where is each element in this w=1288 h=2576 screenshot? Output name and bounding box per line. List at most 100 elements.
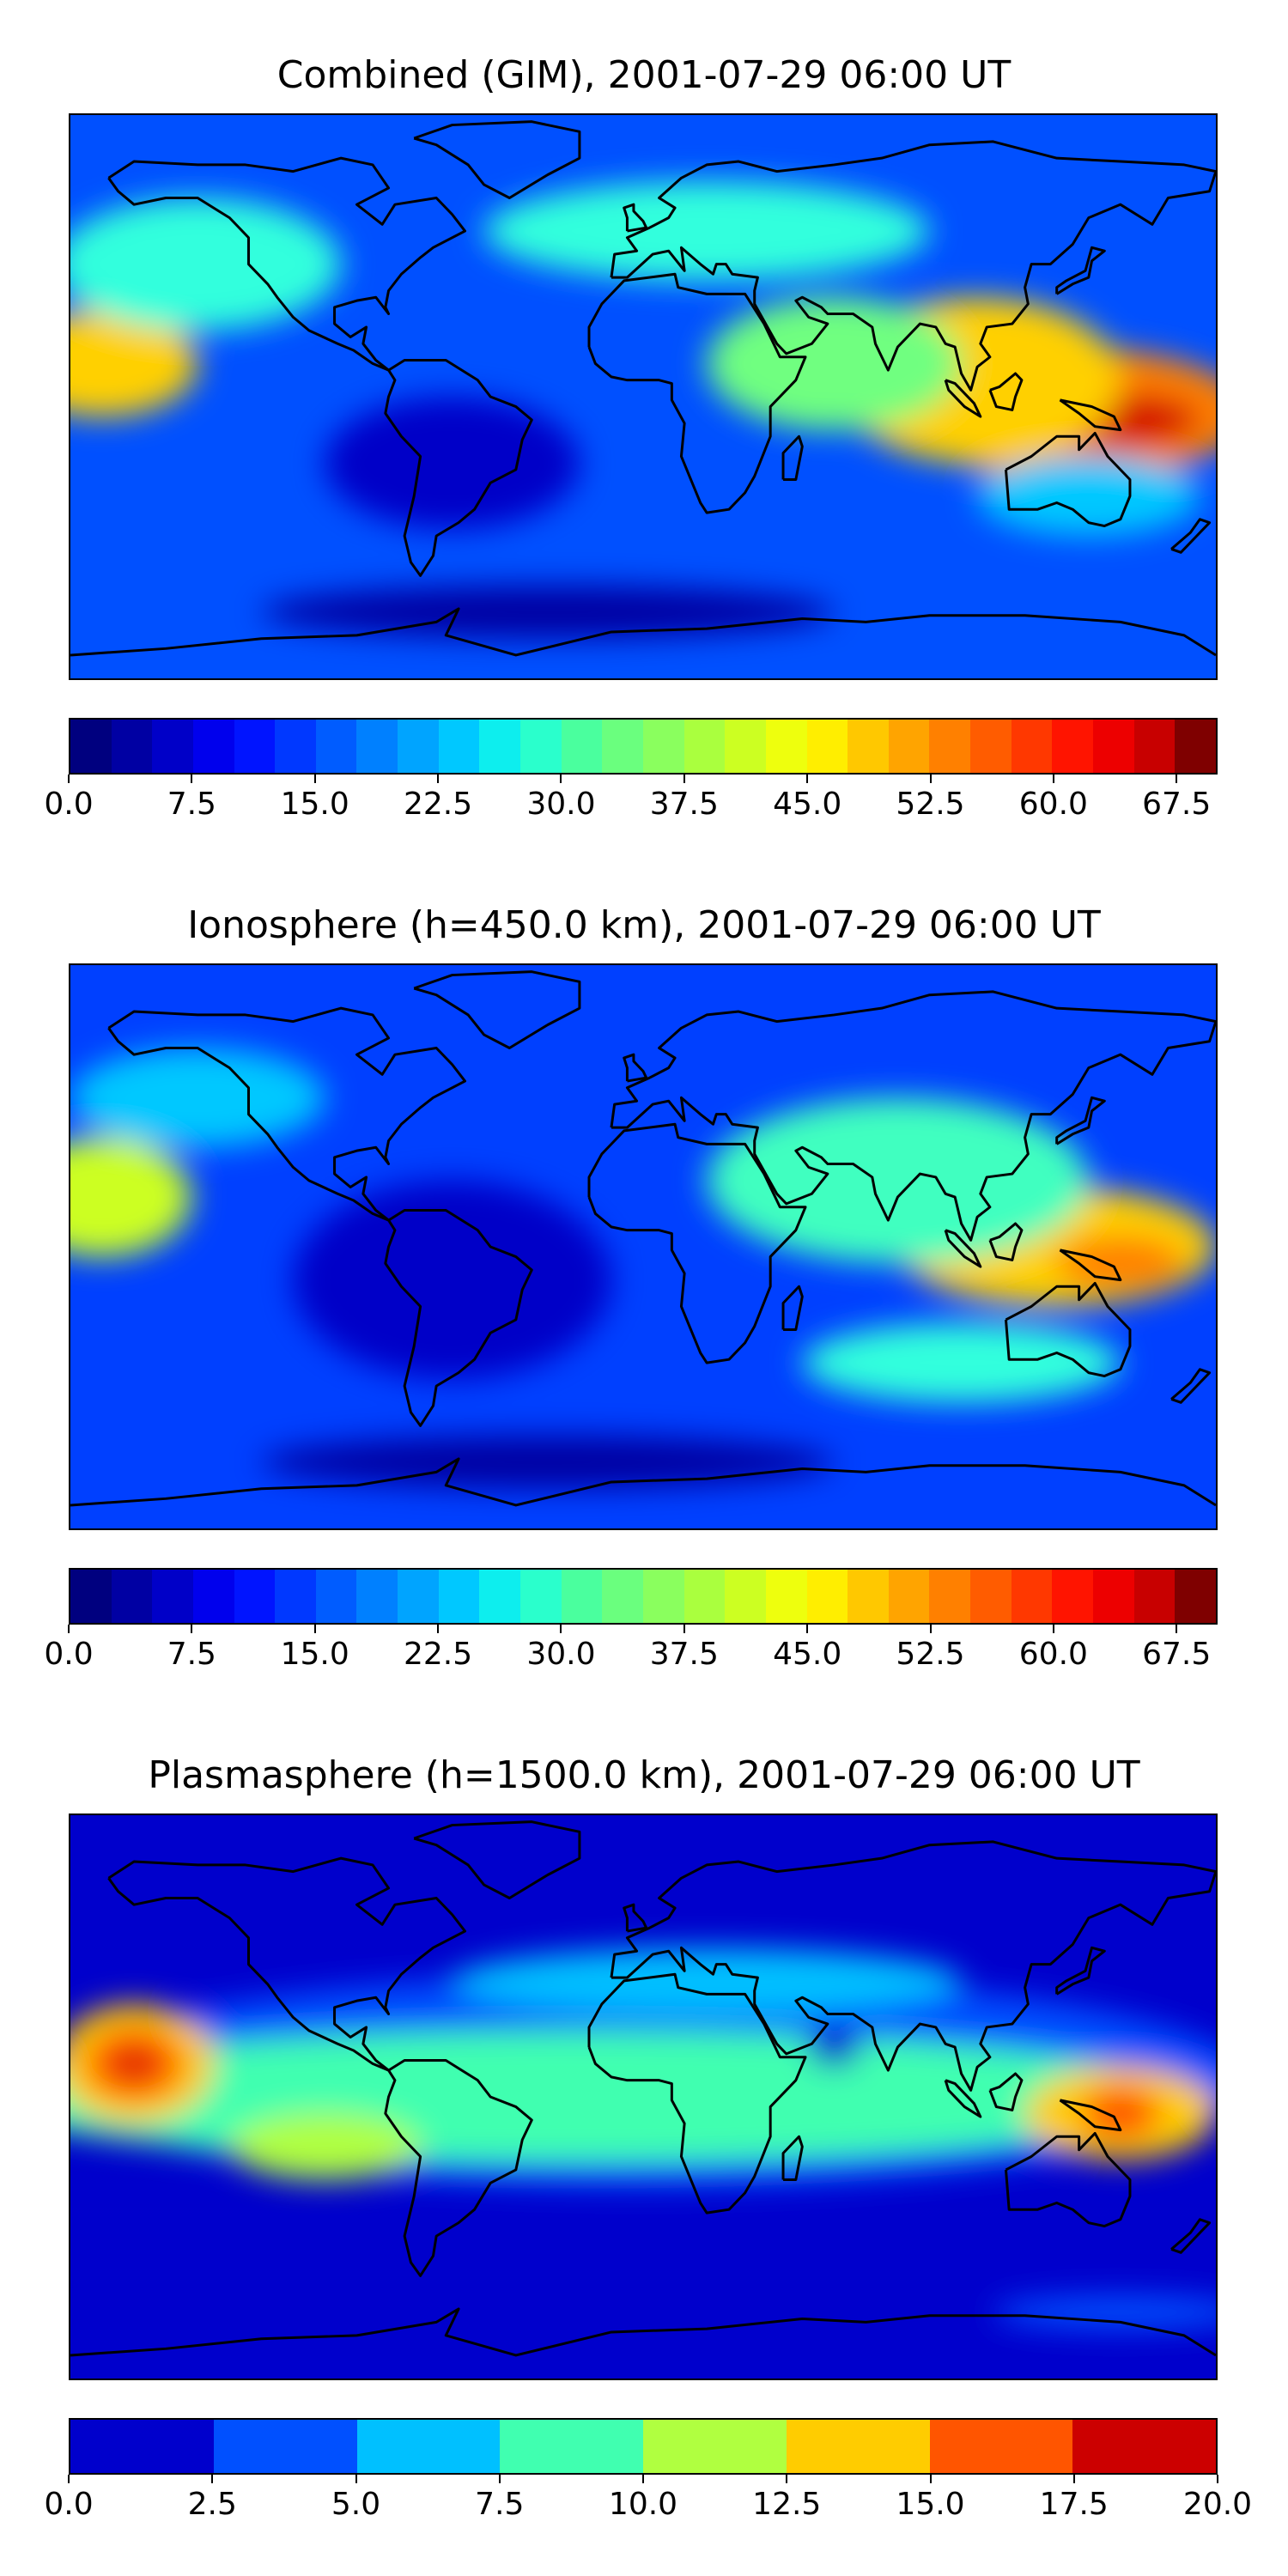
colorbar-segment <box>500 2420 643 2473</box>
colorbar-segment <box>929 1570 971 1623</box>
colorbar-tick-label: 67.5 <box>1142 1637 1212 1672</box>
coastline <box>413 120 581 200</box>
colorbar-tick <box>929 775 932 783</box>
field-region <box>1082 2087 1159 2141</box>
coastline <box>587 1122 807 1364</box>
panel-1-colorbar <box>69 718 1218 775</box>
colorbar-tick-label: 45.0 <box>773 787 842 822</box>
field-region <box>70 1048 325 1148</box>
colorbar-segment <box>70 720 112 773</box>
coastline <box>1059 2099 1122 2132</box>
colorbar-segment <box>970 720 1012 773</box>
coastline <box>623 1903 648 1933</box>
panel-1-colorbar-ticks: 0.0 7.5 15.0 22.5 30.0 37.5 45.0 52.5 60.0 67.5 <box>44 775 1218 826</box>
colorbar-tick <box>355 2475 357 2483</box>
coastline <box>384 1209 533 1427</box>
colorbar-tick <box>313 775 316 783</box>
field-region <box>70 197 341 331</box>
colorbar-tick <box>211 2475 214 2483</box>
colorbar-tick <box>560 775 562 783</box>
coastline <box>107 1006 467 1222</box>
colorbar-segment <box>602 720 643 773</box>
colorbar-segment <box>765 720 807 773</box>
coastline <box>1055 1096 1106 1145</box>
colorbar-segment <box>786 2420 930 2473</box>
field-region <box>707 297 962 430</box>
coastline <box>988 1222 1024 1261</box>
field-region <box>808 2026 860 2068</box>
colorbar-segment <box>152 1570 193 1623</box>
colorbar-segment <box>806 1570 848 1623</box>
field-region <box>802 1322 1121 1403</box>
panel-3-map <box>69 1814 1218 2380</box>
colorbar-tick-label: 7.5 <box>167 787 216 822</box>
coastline <box>1170 2218 1212 2254</box>
colorbar-segment <box>1093 1570 1134 1623</box>
colorbar-tick-label: 7.5 <box>167 1637 216 1672</box>
coastline <box>70 2307 1216 2357</box>
colorbar-tick <box>498 2475 501 2483</box>
coastline <box>781 1285 804 1332</box>
colorbar-segment <box>315 720 357 773</box>
panel-3-map-svg <box>70 1815 1216 2379</box>
colorbar-tick-label: 60.0 <box>1018 1637 1088 1672</box>
colorbar-segment <box>1011 720 1053 773</box>
colorbar-segment <box>765 1570 807 1623</box>
colorbar-tick <box>1217 2475 1218 2483</box>
coastline <box>610 990 1216 1242</box>
coastline <box>610 1840 1216 2092</box>
coastline <box>587 272 807 514</box>
colorbar-segment <box>213 2420 357 2473</box>
coastline <box>781 434 804 482</box>
coastline <box>623 1053 648 1083</box>
colorbar-segment <box>70 1570 112 1623</box>
coastline <box>107 156 467 372</box>
colorbar-tick <box>560 1625 562 1633</box>
colorbar-segment <box>192 1570 234 1623</box>
colorbar-segment <box>642 1570 684 1623</box>
colorbar-segment <box>1175 1570 1216 1623</box>
coastlines <box>70 120 1216 657</box>
colorbar-segment <box>111 720 153 773</box>
coastlines <box>70 970 1216 1507</box>
coastline <box>1059 398 1122 432</box>
field-region <box>114 2050 154 2077</box>
field-region <box>1056 1236 1184 1291</box>
field-region <box>261 1435 835 1489</box>
coastline <box>384 359 533 577</box>
colorbar-segment <box>398 1570 439 1623</box>
field-region <box>707 1097 1089 1264</box>
colorbar-tick <box>683 775 685 783</box>
panel-3-colorbar-ticks: 0.0 2.5 5.0 7.5 10.0 12.5 15.0 17.5 20.0 <box>44 2475 1252 2526</box>
colorbar-tick-label: 0.0 <box>44 1637 94 1672</box>
coastlines <box>70 1820 1216 2357</box>
field-contours <box>70 1048 1216 1489</box>
coastline <box>623 203 648 233</box>
coastline <box>70 1457 1216 1507</box>
colorbar-segment <box>1133 720 1176 773</box>
coastline <box>1004 2131 1132 2228</box>
colorbar-segment <box>356 2420 501 2473</box>
coastline <box>413 1820 581 1900</box>
colorbar-tick-label: 12.5 <box>752 2487 822 2522</box>
colorbar-segment <box>520 1570 562 1623</box>
field-region <box>325 397 580 530</box>
field-region <box>993 2295 1216 2330</box>
colorbar-tick-label: 67.5 <box>1142 787 1212 822</box>
colorbar-segment <box>1175 720 1216 773</box>
panel-3-title: Plasmasphere (h=1500.0 km), 2001-07-29 0… <box>148 1753 1140 1797</box>
field-contours <box>70 1947 1216 2330</box>
colorbar-segment <box>929 2420 1073 2473</box>
colorbar-tick-label: 2.5 <box>187 2487 237 2522</box>
colorbar-tick <box>929 1625 932 1633</box>
colorbar-tick <box>1176 1625 1178 1633</box>
colorbar-segment <box>888 1570 930 1623</box>
colorbar-segment <box>1011 1570 1053 1623</box>
colorbar-tick-label: 10.0 <box>608 2487 678 2522</box>
colorbar-segment <box>683 720 726 773</box>
coastline <box>610 140 1216 392</box>
colorbar-segment <box>356 720 398 773</box>
coastline <box>988 372 1024 411</box>
colorbar-segment <box>725 720 766 773</box>
coastline <box>1004 431 1132 528</box>
